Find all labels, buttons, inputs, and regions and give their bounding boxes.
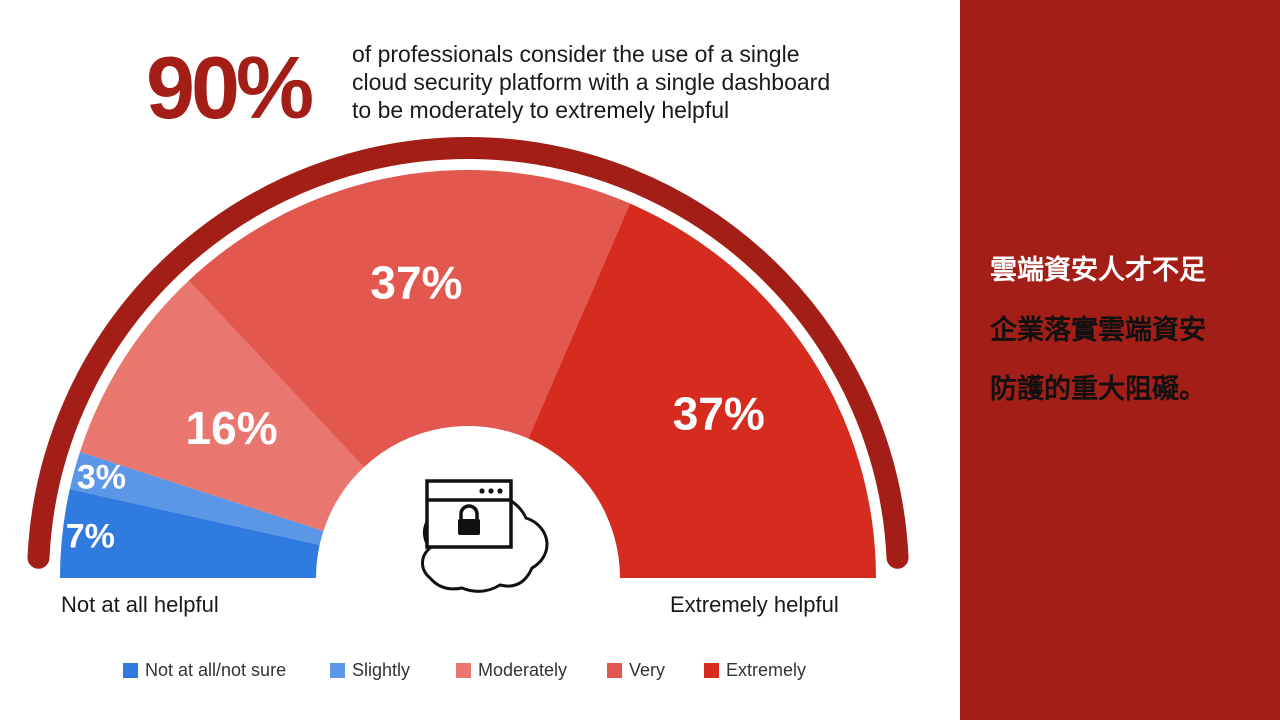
scale-end-label: Extremely helpful	[670, 592, 839, 617]
headline-line-3: to be moderately to extremely helpful	[352, 97, 730, 123]
headline-line-1: of professionals consider the use of a s…	[352, 41, 800, 67]
slice-extremely	[528, 203, 876, 579]
legend-swatch-very	[607, 663, 622, 678]
chart-slice-labels: 7% 3% 16% 37% 37%	[66, 256, 765, 555]
slice-label-extremely: 37%	[673, 387, 765, 439]
legend-label-not-at-all: Not at all/not sure	[145, 660, 287, 680]
legend-swatch-not-at-all	[123, 663, 138, 678]
chart-legend: Not at all/not sure Slightly Moderately Ver…	[0, 660, 960, 688]
legend-item-extremely: Extremely	[704, 660, 806, 681]
legend-label-slightly: Slightly	[352, 660, 411, 680]
legend-swatch-slightly	[330, 663, 345, 678]
slice-label-slightly: 3%	[77, 459, 126, 497]
chart-panel: 90% of professionals consider the use of…	[0, 38, 960, 688]
slice-label-not-at-all: 7%	[66, 517, 115, 555]
chart-slices	[60, 170, 876, 579]
slice-not-at-all	[60, 488, 320, 578]
slice-slightly	[69, 451, 324, 545]
side-text-line-1: 企業落實雲端資安	[990, 315, 1206, 346]
scale-start-label: Not at all helpful	[61, 592, 219, 617]
slice-label-moderately: 16%	[186, 402, 278, 454]
legend-swatch-moderately	[456, 663, 471, 678]
slice-very	[188, 170, 631, 468]
legend-item-not-at-all: Not at all/not sure	[123, 660, 286, 681]
outer-arc-decoration	[27, 136, 909, 569]
side-text-line-2: 防護的重大阻礙。	[990, 374, 1206, 405]
legend-label-very: Very	[629, 660, 666, 680]
semicircle-chart: 7% 3% 16% 37% 37%	[27, 136, 909, 593]
legend-swatch-extremely	[704, 663, 719, 678]
side-heading: 雲端資安人才不足	[990, 255, 1206, 286]
legend-item-moderately: Moderately	[456, 660, 567, 681]
legend-item-slightly: Slightly	[330, 660, 410, 681]
cloud-lock-window-icon	[420, 479, 549, 593]
legend-label-moderately: Moderately	[478, 660, 568, 680]
slice-moderately	[79, 280, 364, 532]
headline-percent: 90%	[146, 38, 314, 137]
slice-label-very: 37%	[370, 256, 462, 308]
headline-description: of professionals consider the use of a s…	[352, 40, 932, 124]
side-panel: 雲端資安人才不足 企業落實雲端資安 防護的重大阻礙。	[960, 0, 1280, 720]
legend-label-extremely: Extremely	[726, 660, 807, 680]
legend-item-very: Very	[607, 660, 665, 681]
headline-line-2: cloud security platform with a single da…	[352, 69, 831, 95]
